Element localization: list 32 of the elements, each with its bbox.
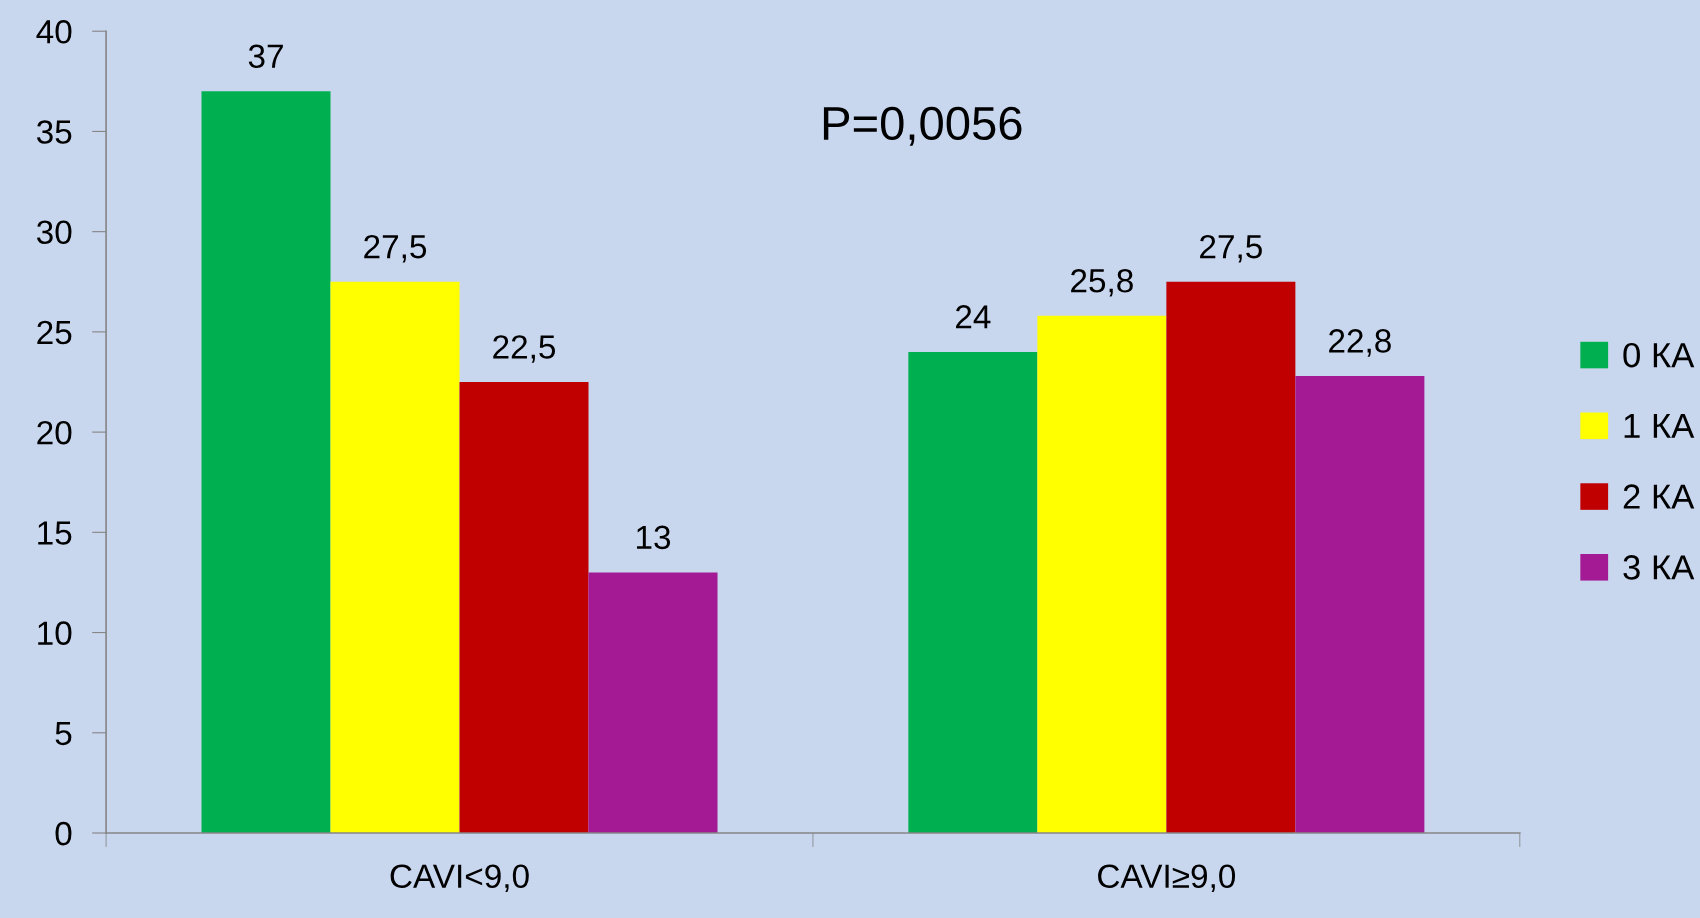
data-label: 25,8: [1071, 268, 1133, 297]
bar: [201, 91, 331, 833]
data-label: 27,5: [1200, 234, 1262, 263]
legend-label: 3 КА: [1623, 555, 1695, 580]
bar: [1037, 315, 1167, 833]
y-tick-label: 30: [36, 220, 72, 245]
data-label: 37: [248, 44, 283, 69]
x-tick-label: CAVI<9,0: [390, 864, 529, 892]
y-tick-label: 40: [36, 20, 72, 44]
data-label: 13: [637, 525, 671, 550]
data-label: 22,5: [493, 335, 556, 363]
y-tick-label: 0: [55, 821, 72, 846]
legend-label: 2 КА: [1623, 484, 1695, 509]
data-label: 22,8: [1329, 329, 1391, 357]
bar: [908, 351, 1038, 833]
bar: [588, 572, 718, 833]
legend-label: 1 КА: [1624, 413, 1695, 438]
y-tick-label: 5: [55, 721, 72, 746]
y-tick-label: 15: [38, 521, 72, 545]
y-tick-label: 10: [38, 621, 72, 645]
legend-label: 0 КА: [1623, 342, 1695, 368]
y-tick-label: 35: [36, 120, 72, 144]
bar: [1166, 281, 1296, 833]
y-tick-label: 20: [37, 420, 72, 445]
y-tick-label: 25: [37, 320, 72, 345]
data-label: 27,5: [364, 234, 427, 263]
annotation: P=0,0056: [823, 106, 1022, 146]
bar: [330, 281, 460, 833]
bar: [459, 381, 589, 833]
data-label: 24: [956, 305, 991, 329]
bar: [1295, 375, 1425, 833]
x-tick-label: CAVI≥9,0: [1098, 864, 1236, 892]
